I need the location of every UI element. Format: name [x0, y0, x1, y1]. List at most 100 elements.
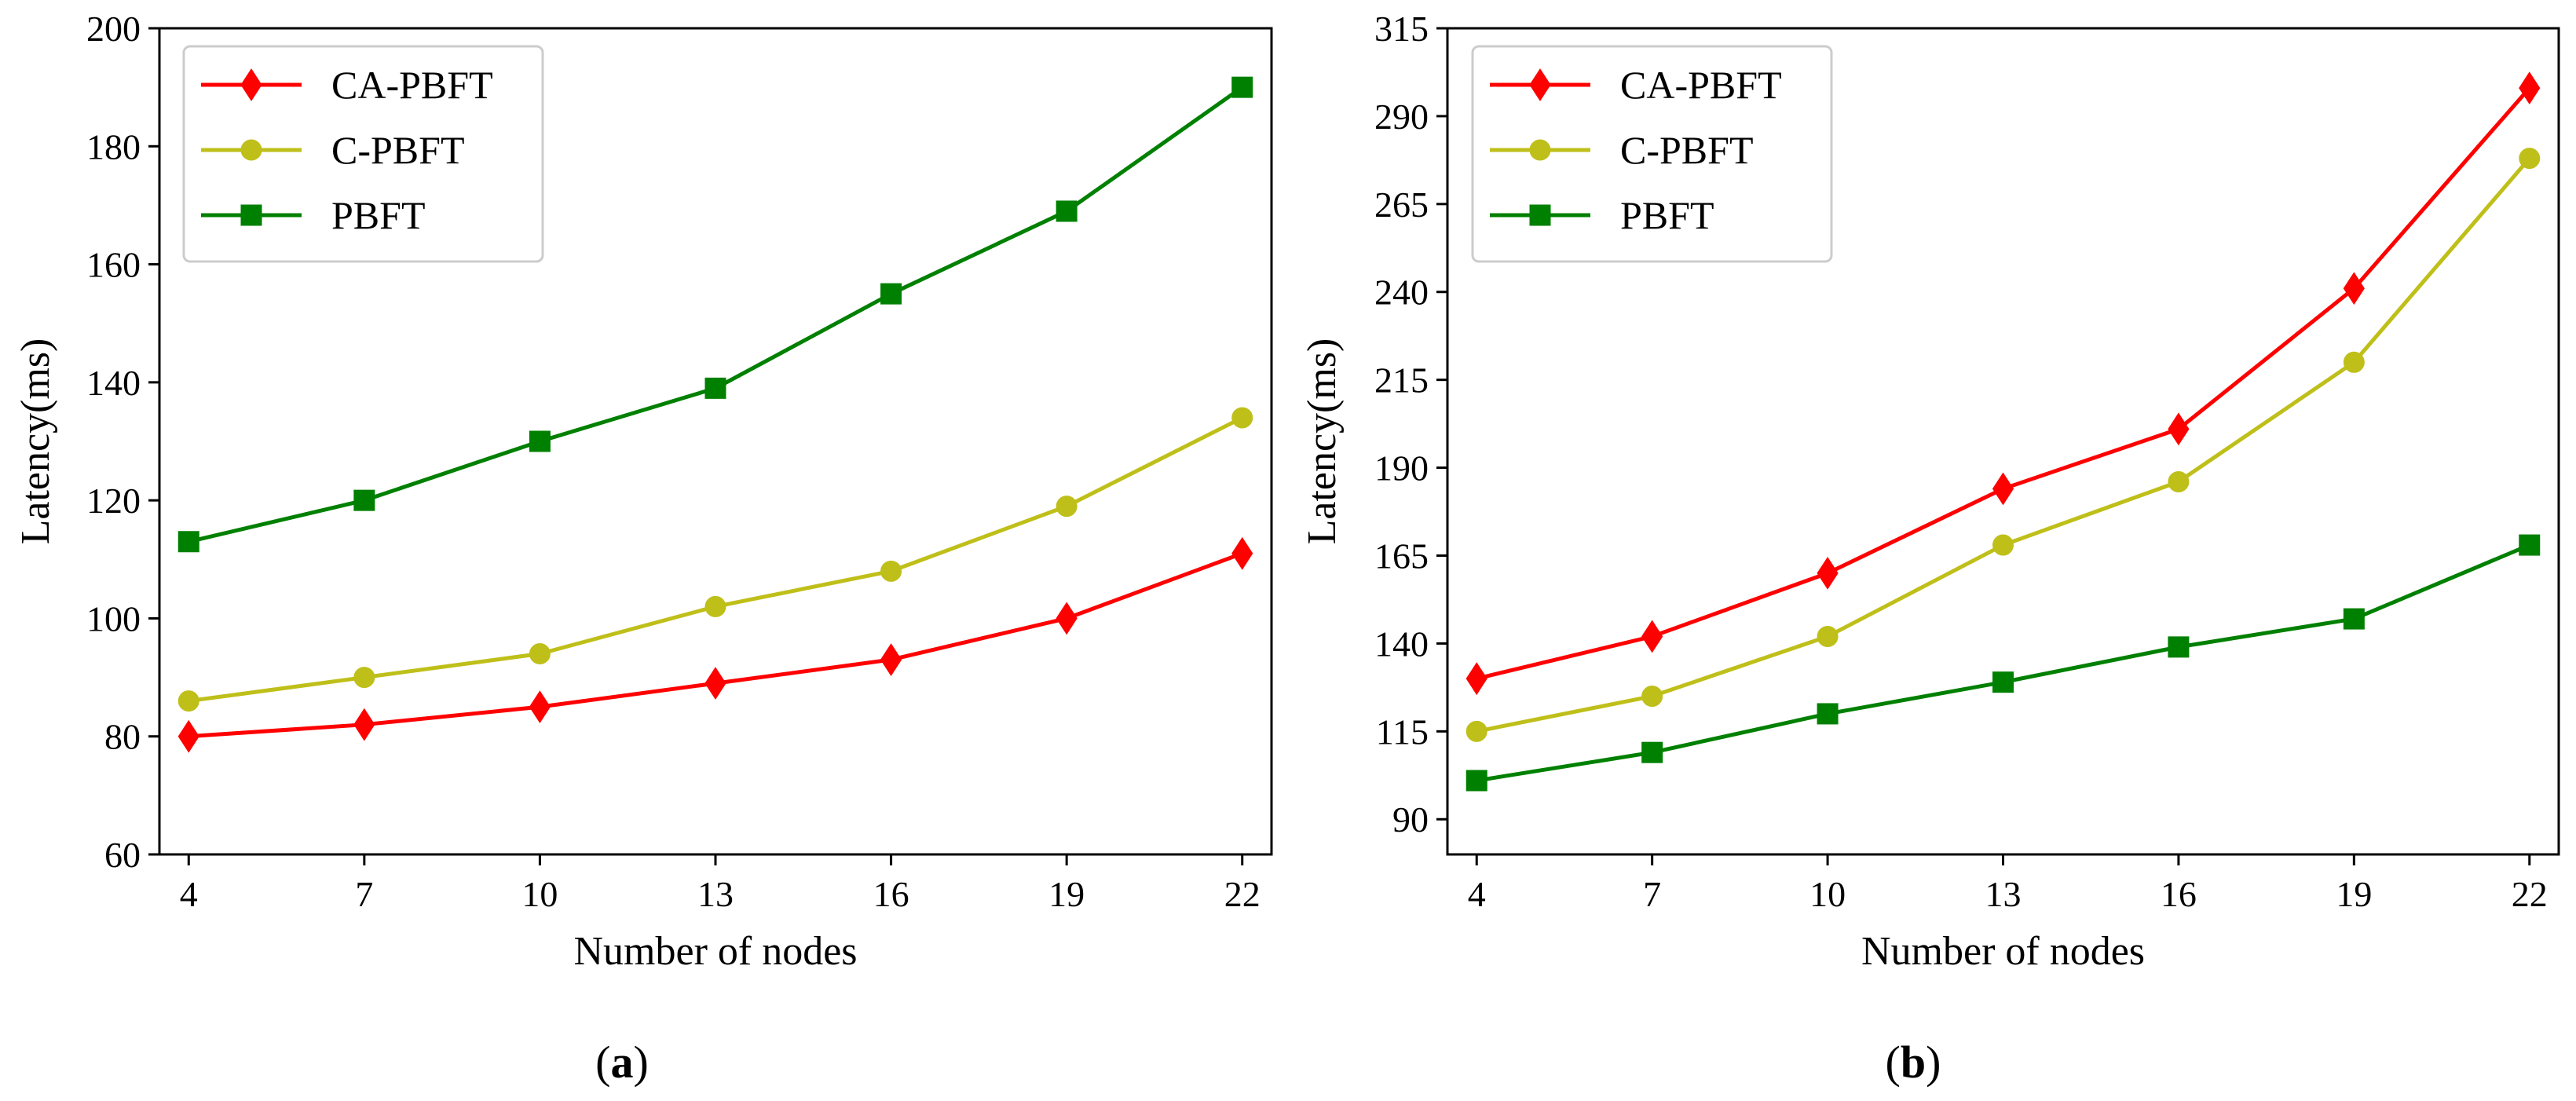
data-point [353, 489, 375, 511]
data-point [2168, 636, 2190, 658]
y-tick-label: 190 [1374, 448, 1429, 488]
y-axis-title: Latency(ms) [1300, 338, 1345, 545]
legend-box [182, 45, 544, 263]
data-point [177, 690, 199, 712]
series-pbft [1465, 534, 2541, 792]
legend-label: CA-PBFT [1620, 63, 1782, 107]
series-c-pbft [1465, 148, 2541, 742]
legend: CA-PBFT C-PBFT PBFT [182, 45, 544, 263]
data-point [2168, 412, 2190, 446]
caption-paren-close: ) [634, 1037, 649, 1088]
data-point [1465, 662, 1487, 696]
x-tick-label: 19 [1048, 874, 1085, 914]
data-point [880, 643, 902, 676]
legend-label: C-PBFT [1620, 128, 1754, 172]
legend-swatch-marker [1529, 204, 1551, 226]
y-tick-label: 80 [104, 717, 141, 757]
x-axis-title: Number of nodes [573, 929, 857, 974]
data-point [1231, 76, 1253, 98]
x-tick-label: 4 [180, 874, 198, 914]
data-point [2343, 351, 2365, 373]
data-point [529, 430, 551, 452]
series-line [1476, 543, 2530, 783]
panel-b: 90 115 140 165 190 215 240 265 290 315 4 7 10 13 16 19 2… [1300, 9, 2560, 1088]
data-point [1056, 496, 1078, 518]
x-tick-label: 13 [1985, 874, 2022, 914]
data-point [1231, 536, 1253, 570]
panel-a: 60 80 100 120 140 160 180 200 4 7 10 13 16 19 22 Number… [13, 9, 1273, 1088]
caption-letter: b [1901, 1037, 1926, 1088]
data-point [1231, 407, 1253, 429]
data-point [1465, 770, 1487, 792]
data-point [704, 667, 726, 700]
y-tick-label: 115 [1376, 711, 1429, 752]
x-tick-label: 10 [1809, 874, 1846, 914]
y-tick-label: 290 [1374, 97, 1429, 137]
data-point [1992, 671, 2014, 693]
caption-paren-open: ( [1886, 1037, 1901, 1088]
caption-letter: a [611, 1037, 634, 1088]
data-point [353, 708, 375, 741]
caption-paren-close: ) [1926, 1037, 1941, 1088]
data-point [880, 560, 902, 582]
panel-caption: (a) [595, 1037, 649, 1088]
y-tick-label: 90 [1392, 799, 1429, 839]
legend: CA-PBFT C-PBFT PBFT [1471, 45, 1833, 263]
data-point [2343, 272, 2365, 305]
data-point [1992, 534, 2014, 556]
x-tick-label: 22 [1224, 874, 1261, 914]
data-point [529, 643, 551, 665]
x-tick-label: 16 [2161, 874, 2197, 914]
data-point [2519, 148, 2541, 170]
data-point [880, 283, 902, 305]
series-line [188, 551, 1243, 739]
series-line [188, 415, 1243, 704]
y-tick-label: 240 [1374, 273, 1429, 313]
series-ca-pbft [177, 536, 1253, 753]
y-tick-label: 140 [1374, 624, 1429, 664]
data-point [2343, 608, 2365, 630]
legend-label: PBFT [1620, 193, 1714, 237]
data-point [2519, 534, 2541, 556]
data-point [2519, 71, 2541, 105]
legend-swatch-marker [240, 68, 262, 101]
series-c-pbft [177, 407, 1253, 712]
legend-swatch-marker [1529, 139, 1551, 161]
x-tick-label: 13 [697, 874, 734, 914]
data-point [529, 690, 551, 724]
data-point [353, 667, 375, 689]
data-point [1465, 720, 1487, 742]
y-tick-label: 315 [1374, 9, 1429, 49]
data-point [1056, 602, 1078, 635]
x-tick-label: 7 [1643, 874, 1661, 914]
y-axis-title: Latency(ms) [13, 338, 58, 545]
y-tick-label: 215 [1374, 360, 1429, 401]
y-tick-label: 140 [86, 363, 141, 403]
data-point [1641, 686, 1663, 708]
series-ca-pbft [1465, 71, 2541, 696]
data-point [1641, 741, 1663, 763]
legend-label: CA-PBFT [331, 63, 493, 107]
series-pbft [177, 76, 1253, 553]
caption-paren-open: ( [595, 1037, 610, 1088]
y-tick-label: 60 [104, 835, 141, 875]
y-tick-label: 265 [1374, 185, 1429, 225]
y-tick-label: 120 [86, 481, 141, 521]
data-point [704, 595, 726, 617]
data-point [2168, 470, 2190, 492]
data-point [1056, 200, 1078, 222]
legend-label: PBFT [331, 193, 426, 237]
y-tick-label: 100 [86, 598, 141, 638]
y-tick-label: 180 [86, 126, 141, 166]
x-tick-label: 10 [521, 874, 558, 914]
x-axis-title: Number of nodes [1861, 929, 2145, 974]
y-tick-label: 165 [1374, 536, 1429, 576]
y-tick-label: 200 [86, 9, 141, 49]
x-tick-label: 4 [1468, 874, 1486, 914]
legend-swatch-marker [1529, 68, 1551, 101]
y-tick-label: 160 [86, 245, 141, 285]
data-point [1817, 556, 1839, 590]
legend-label: C-PBFT [331, 128, 465, 172]
legend-box [1471, 45, 1833, 263]
